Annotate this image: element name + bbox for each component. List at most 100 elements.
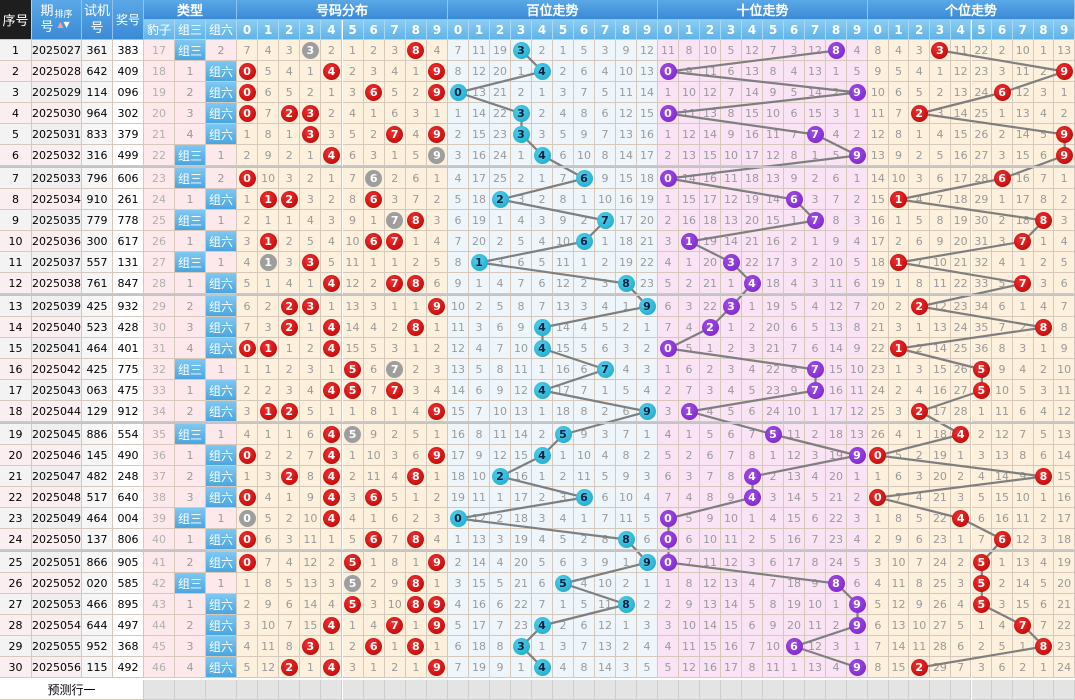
dist-cell: 1 — [258, 401, 280, 422]
hundreds-omission-value: 1 — [454, 532, 462, 546]
hundreds-cell: 17 — [511, 487, 532, 508]
predict-cell[interactable] — [279, 680, 301, 700]
predict-cell[interactable] — [511, 680, 532, 700]
hundreds-omission-value: 7 — [454, 234, 462, 248]
dist-omission-value: 3 — [412, 383, 420, 397]
predict-cell[interactable] — [426, 680, 448, 700]
units-cell: 14 — [1012, 573, 1034, 594]
row-trial-number: 642 — [82, 61, 113, 82]
predict-cell[interactable] — [700, 680, 721, 700]
tens-omission-value: 2 — [811, 255, 819, 269]
predict-cell[interactable] — [616, 680, 637, 700]
predict-cell[interactable] — [574, 680, 595, 700]
tens-cell: 21 — [742, 231, 763, 252]
units-omission-value: 3 — [936, 106, 944, 120]
row-draw-number: 302 — [113, 103, 144, 124]
units-cell: 6 — [930, 168, 951, 189]
tens-omission-value: 6 — [727, 64, 735, 78]
tens-cell: 2 — [700, 317, 721, 338]
hundreds-omission-value: 3 — [475, 320, 483, 334]
units-cell: 8 — [1012, 445, 1034, 466]
predict-cell[interactable] — [742, 680, 763, 700]
dist-cell: 3 — [363, 296, 385, 317]
predict-cell[interactable] — [1033, 680, 1055, 700]
predict-cell[interactable] — [342, 680, 364, 700]
predict-cell[interactable] — [300, 680, 322, 700]
row-index: 2 — [0, 61, 32, 82]
hundreds-omission-value: 14 — [451, 383, 465, 397]
predict-cell[interactable] — [950, 680, 972, 700]
hundreds-cell: 8 — [574, 103, 595, 124]
dist-omission-value: 1 — [327, 404, 335, 418]
dist-omission-value: 8 — [285, 639, 293, 653]
dist-omission-value: 2 — [285, 362, 293, 376]
dist-omission-value: 1 — [243, 127, 251, 141]
predict-cell[interactable] — [553, 680, 574, 700]
predict-cell[interactable] — [930, 680, 951, 700]
units-cell: 6 — [992, 529, 1013, 550]
units-omission-value: 20 — [1057, 576, 1072, 590]
predict-cell[interactable] — [868, 680, 889, 700]
units-omission-value: 1 — [895, 213, 903, 227]
dist-hit-ball: 0 — [238, 509, 256, 527]
predict-cell[interactable] — [321, 680, 343, 700]
predict-cell[interactable] — [490, 680, 511, 700]
predict-cell[interactable] — [1054, 680, 1075, 700]
tens-cell: 4 — [742, 487, 763, 508]
predict-cell[interactable] — [721, 680, 742, 700]
dist-cell: 6 — [363, 231, 385, 252]
predict-cell[interactable] — [658, 680, 679, 700]
tens-cell: 3 — [805, 273, 826, 294]
predict-cell[interactable] — [1012, 680, 1034, 700]
predict-cell[interactable] — [175, 680, 206, 700]
tens-hit-ball: 4 — [743, 467, 761, 485]
predict-cell[interactable] — [144, 680, 175, 700]
predict-cell[interactable] — [206, 680, 237, 700]
predict-cell[interactable] — [805, 680, 826, 700]
units-omission-value: 19 — [1057, 555, 1072, 569]
predict-cell[interactable] — [847, 680, 868, 700]
units-omission-value: 20 — [870, 299, 885, 313]
predict-cell[interactable] — [258, 680, 280, 700]
units-omission-value: 14 — [1015, 127, 1030, 141]
predict-cell[interactable] — [469, 680, 490, 700]
tens-omission-value: 4 — [832, 127, 840, 141]
tens-cell: 1 — [847, 466, 868, 487]
predict-cell[interactable] — [637, 680, 658, 700]
dist-cell: 1 — [363, 210, 385, 231]
predict-cell[interactable] — [448, 680, 469, 700]
predict-cell[interactable] — [679, 680, 700, 700]
predict-cell[interactable] — [763, 680, 784, 700]
predict-cell[interactable] — [405, 680, 427, 700]
units-cell: 20 — [1054, 573, 1075, 594]
dist-omission-value: 1 — [306, 320, 314, 334]
predict-cell[interactable] — [532, 680, 553, 700]
dist-omission-value: 3 — [285, 255, 293, 269]
predict-cell[interactable] — [909, 680, 931, 700]
predict-cell[interactable] — [237, 680, 259, 700]
predict-cell[interactable] — [595, 680, 616, 700]
units-omission-value: 7 — [1039, 618, 1047, 632]
hundreds-cell: 25 — [490, 168, 511, 189]
row-draw-number: 490 — [113, 445, 144, 466]
units-omission-value: 3 — [915, 43, 923, 57]
units-omission-value: 33 — [974, 276, 989, 290]
hundreds-cell: 5 — [532, 552, 553, 573]
row-index: 17 — [0, 380, 32, 401]
dist-omission-value: 1 — [327, 171, 335, 185]
tens-cell: 16 — [721, 636, 742, 657]
sort-button[interactable]: 排序 ▲▼ — [54, 10, 72, 29]
dist-hit-ball: 2 — [280, 104, 298, 122]
units-cell: 13 — [992, 445, 1013, 466]
predict-cell[interactable] — [992, 680, 1013, 700]
predict-cell[interactable] — [888, 680, 910, 700]
predict-cell[interactable] — [363, 680, 385, 700]
header-issue[interactable]: 期号 排序 ▲▼ — [32, 0, 82, 40]
predict-cell[interactable] — [784, 680, 805, 700]
hundreds-cell: 2 — [616, 573, 637, 594]
hundreds-omission-value: 20 — [640, 213, 654, 227]
predict-cell[interactable] — [384, 680, 406, 700]
predict-cell[interactable] — [971, 680, 993, 700]
type-zuliu: 2 — [206, 40, 237, 61]
predict-cell[interactable] — [826, 680, 847, 700]
